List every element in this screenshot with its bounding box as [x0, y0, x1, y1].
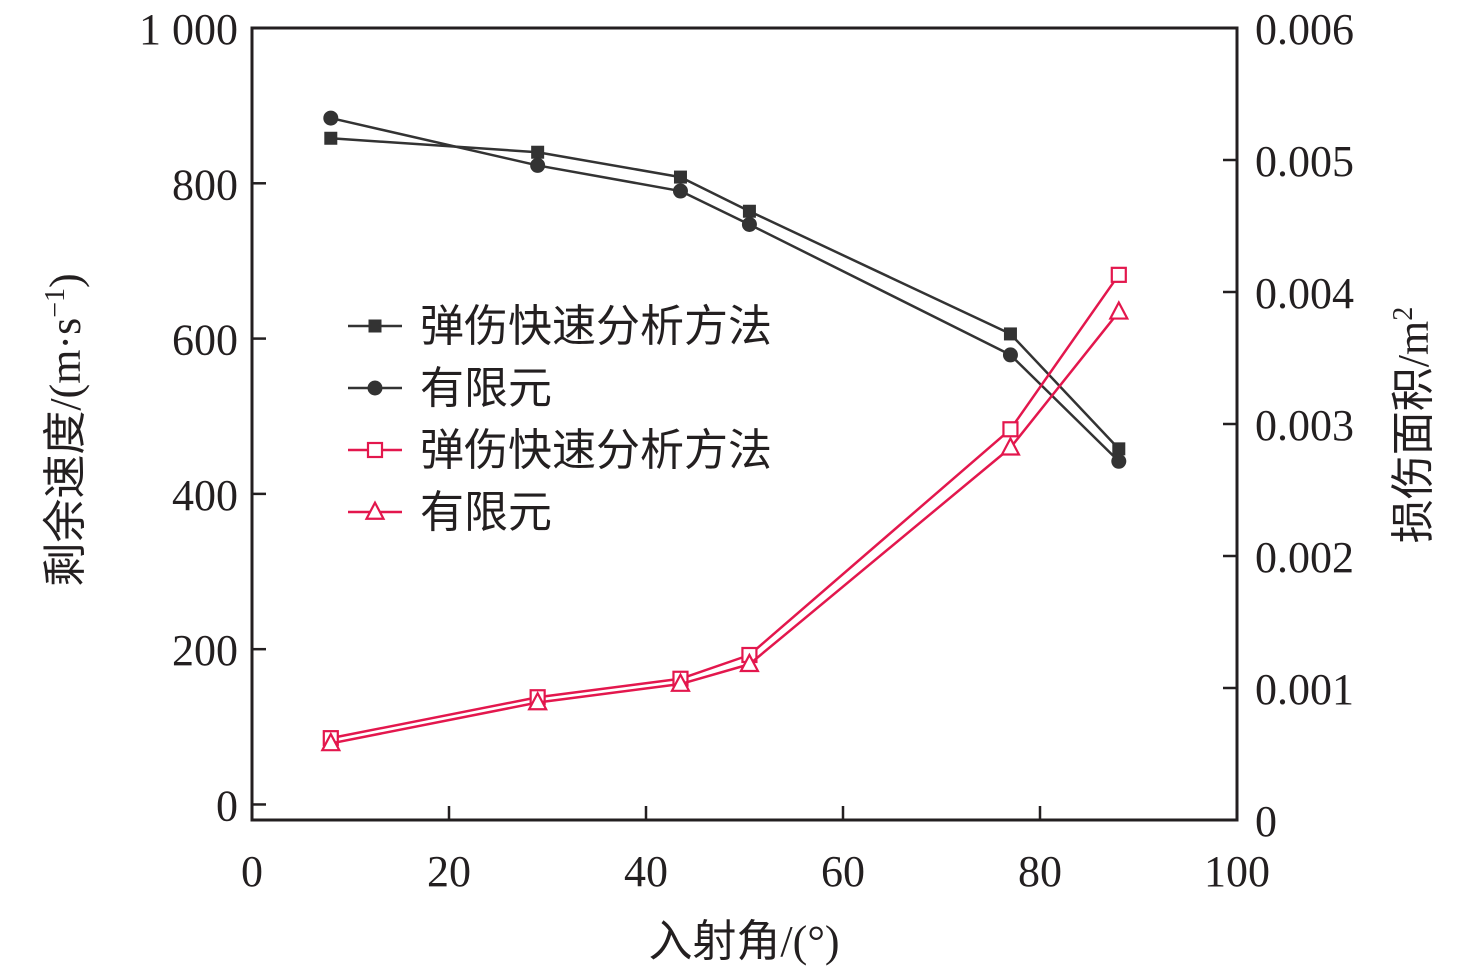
series-4	[320, 300, 1130, 752]
y-axis-left-label-close: )	[41, 273, 90, 288]
legend-item-1: 弹伤快速分析方法	[348, 302, 772, 351]
y-left-tick-label: 1 000	[139, 5, 238, 54]
y-left-tick-label: 200	[172, 626, 238, 675]
legend-marker	[368, 319, 382, 333]
x-tick-label: 100	[1204, 847, 1270, 896]
y-left-tick-label: 0	[216, 781, 238, 830]
series-3-line	[330, 274, 1120, 740]
series-1-point	[531, 145, 545, 159]
y-right-tick-label: 0.001	[1255, 665, 1354, 714]
x-tick-label: 80	[1018, 847, 1062, 896]
series-4-point	[739, 652, 760, 673]
legend-item-2: 有限元	[348, 364, 552, 413]
series-2-line	[330, 116, 1120, 463]
x-tick-label: 20	[427, 847, 471, 896]
y-right-tick-label: 0.006	[1255, 5, 1354, 54]
plot-frame	[250, 26, 1239, 822]
series-3	[322, 266, 1127, 747]
y-right-tick-label: 0.002	[1255, 533, 1354, 582]
series-group	[320, 110, 1130, 752]
series-4-point	[670, 672, 691, 692]
legend-label: 弹伤快速分析方法	[420, 426, 772, 475]
x-tick-label: 60	[821, 847, 865, 896]
series-4-point	[1000, 436, 1021, 456]
series-2-point	[1111, 453, 1127, 469]
series-4-point	[320, 731, 342, 752]
series-4-point	[1108, 300, 1130, 320]
series-1-point	[742, 204, 756, 218]
axis-labels-group: 入射角/(°) 剩余速度/(m·s−1) 损伤面积/m2	[40, 273, 1438, 966]
legend-marker	[366, 441, 384, 459]
y-axis-right-label: 损伤面积/m2	[1388, 307, 1438, 543]
y-right-tick-label: 0.003	[1255, 401, 1354, 450]
plot-frame-group	[250, 26, 1239, 822]
series-1	[324, 131, 1126, 456]
y-axis-right-label-main: 损伤面积/m	[1389, 321, 1438, 543]
series-1-point	[324, 131, 338, 145]
series-3-point	[1002, 421, 1019, 438]
y-right-tick-label: 0.004	[1255, 269, 1354, 318]
series-1-line	[330, 137, 1120, 450]
series-2-point	[741, 216, 757, 232]
series-3-point	[1110, 266, 1127, 283]
series-2-point	[1002, 347, 1018, 363]
series-2-point	[672, 183, 688, 199]
legend-item-4: 有限元	[348, 488, 552, 537]
legend-label: 弹伤快速分析方法	[420, 302, 772, 351]
y-right-tick-label: 0	[1255, 797, 1277, 846]
series-1-point	[673, 170, 687, 184]
y-right-tick-label: 0.005	[1255, 137, 1354, 186]
legend-label: 有限元	[420, 364, 552, 413]
x-tick-label: 40	[624, 847, 668, 896]
series-4-line	[330, 311, 1120, 745]
legend-marker	[364, 500, 386, 520]
legend-item-3: 弹伤快速分析方法	[348, 426, 772, 475]
series-1-point	[1112, 442, 1126, 456]
series-2	[323, 110, 1127, 469]
y-left-tick-label: 400	[172, 471, 238, 520]
y-axis-left-label: 剩余速度/(m·s−1)	[40, 273, 90, 586]
y-axis-right-label-sup: 2	[1388, 307, 1419, 321]
x-tick-label: 0	[241, 847, 263, 896]
x-axis-label: 入射角/(°)	[648, 917, 839, 966]
y-axis-left-label-sup: −1	[40, 288, 71, 318]
y-left-tick-label: 600	[172, 316, 238, 365]
series-2-point	[530, 157, 546, 173]
legend-marker	[367, 380, 383, 396]
series-2-point	[323, 110, 339, 126]
series-4-point	[527, 690, 548, 711]
y-axis-left-label-main: 剩余速度/(m·s	[41, 318, 90, 587]
legend-label: 有限元	[420, 488, 552, 537]
series-1-point	[1003, 327, 1017, 341]
y-left-tick-label: 800	[172, 160, 238, 209]
